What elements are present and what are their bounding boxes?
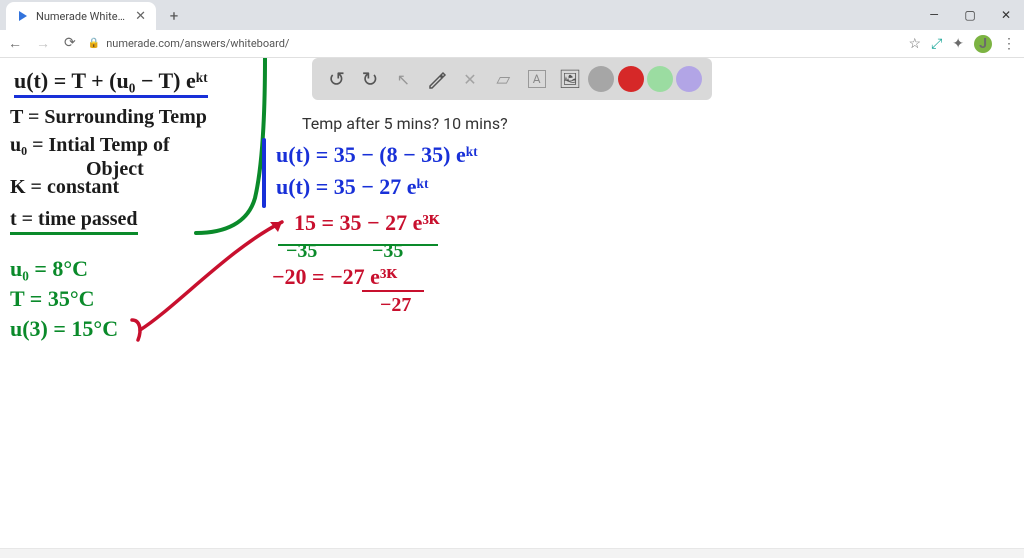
redo-icon: ↻ bbox=[362, 67, 379, 91]
bookmark-star-icon[interactable]: ☆ bbox=[909, 36, 922, 52]
tools-button[interactable]: ✕ bbox=[455, 64, 485, 94]
whiteboard-canvas[interactable]: ↺ ↻ ↖ ✕ ▱ A 🖼 Temp after 5 mins? 10 mins… bbox=[0, 58, 1024, 558]
new-tab-button[interactable]: + bbox=[162, 4, 186, 28]
tab-close-icon[interactable]: ✕ bbox=[135, 9, 146, 24]
reload-button[interactable]: ⟳ bbox=[64, 35, 76, 52]
url-bar[interactable]: 🔒 numerade.com/answers/whiteboard/ bbox=[88, 37, 897, 50]
text-tool[interactable]: A bbox=[522, 64, 552, 94]
pen-tool[interactable] bbox=[422, 64, 452, 94]
kebab-menu-icon[interactable]: ⋮ bbox=[1002, 36, 1016, 52]
extensions-puzzle-icon[interactable]: ✦ bbox=[952, 36, 964, 52]
hw-main-equation: u(t) = T + (u₀ − T) eᵏᵗ bbox=[14, 68, 208, 98]
nav-icons: ← → ⟳ bbox=[8, 35, 76, 52]
close-window-button[interactable]: ✕ bbox=[988, 0, 1024, 30]
hw-div-line bbox=[362, 290, 424, 292]
hw-val-u3: u(3) = 15°C bbox=[10, 316, 118, 342]
color-gray[interactable] bbox=[588, 66, 614, 92]
image-tool[interactable]: 🖼 bbox=[555, 64, 585, 94]
url-text: numerade.com/answers/whiteboard/ bbox=[106, 37, 289, 50]
tab-strip: Numerade Whiteboard ✕ + bbox=[0, 0, 1024, 30]
hw-val-u0: u₀ = 8°C bbox=[10, 256, 88, 282]
browser-chrome: Numerade Whiteboard ✕ + — ▢ ✕ ← → ⟳ 🔒 nu… bbox=[0, 0, 1024, 59]
undo-icon: ↺ bbox=[328, 67, 345, 91]
minimize-button[interactable]: — bbox=[916, 0, 952, 30]
hw-work6: −27 bbox=[380, 294, 411, 317]
text-icon: A bbox=[528, 70, 546, 88]
hw-sub-line bbox=[278, 244, 438, 246]
horizontal-scrollbar[interactable] bbox=[0, 548, 1024, 558]
browser-tab[interactable]: Numerade Whiteboard ✕ bbox=[6, 2, 156, 30]
tools-icon: ✕ bbox=[463, 70, 476, 89]
back-button[interactable]: ← bbox=[8, 35, 22, 52]
profile-avatar[interactable]: J bbox=[974, 35, 992, 53]
address-bar-row: ← → ⟳ 🔒 numerade.com/answers/whiteboard/… bbox=[0, 30, 1024, 58]
hw-def-time: t = time passed bbox=[10, 208, 138, 235]
eraser-tool[interactable]: ▱ bbox=[488, 64, 518, 94]
pen-icon bbox=[427, 69, 447, 89]
favicon-icon bbox=[16, 9, 30, 23]
hw-def-t: T = Surrounding Temp bbox=[10, 106, 207, 129]
undo-button[interactable]: ↺ bbox=[322, 64, 352, 94]
color-green[interactable] bbox=[647, 66, 673, 92]
lock-icon: 🔒 bbox=[88, 38, 100, 49]
typed-question: Temp after 5 mins? 10 mins? bbox=[302, 114, 508, 133]
maximize-button[interactable]: ▢ bbox=[952, 0, 988, 30]
stroke-overlay bbox=[0, 58, 1024, 558]
hw-work5: −20 = −27 e³ᴷ bbox=[272, 264, 397, 290]
hw-def-u0: u₀ = Intial Temp of bbox=[10, 134, 170, 157]
tab-title: Numerade Whiteboard bbox=[36, 10, 129, 23]
image-icon: 🖼 bbox=[559, 69, 582, 90]
hw-def-k: K = constant bbox=[10, 176, 119, 199]
redo-button[interactable]: ↻ bbox=[355, 64, 385, 94]
window-controls: — ▢ ✕ bbox=[916, 0, 1024, 30]
extension-icon[interactable]: ⤢ bbox=[931, 36, 942, 52]
eraser-icon: ▱ bbox=[496, 69, 510, 90]
hw-work3: 15 = 35 − 27 e³ᴷ bbox=[294, 210, 439, 236]
whiteboard-toolbar: ↺ ↻ ↖ ✕ ▱ A 🖼 bbox=[312, 58, 712, 100]
color-red[interactable] bbox=[618, 66, 644, 92]
hw-val-t: T = 35°C bbox=[10, 286, 95, 312]
color-purple[interactable] bbox=[676, 66, 702, 92]
browser-right-icons: ☆ ⤢ ✦ J ⋮ bbox=[909, 35, 1017, 53]
forward-button[interactable]: → bbox=[36, 35, 50, 52]
pointer-tool[interactable]: ↖ bbox=[388, 64, 418, 94]
hw-work2: u(t) = 35 − 27 eᵏᵗ bbox=[276, 174, 429, 200]
pointer-icon: ↖ bbox=[397, 70, 410, 89]
hw-work1: u(t) = 35 − (8 − 35) eᵏᵗ bbox=[276, 142, 478, 168]
